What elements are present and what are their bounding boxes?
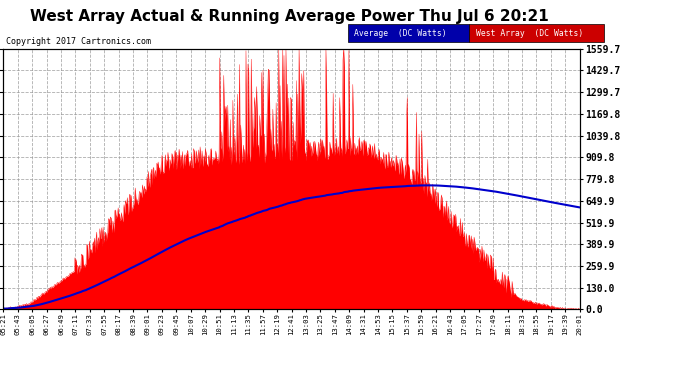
Text: West Array  (DC Watts): West Array (DC Watts)	[476, 29, 583, 38]
Text: Average  (DC Watts): Average (DC Watts)	[355, 29, 447, 38]
Text: West Array Actual & Running Average Power Thu Jul 6 20:21: West Array Actual & Running Average Powe…	[30, 9, 549, 24]
Text: Copyright 2017 Cartronics.com: Copyright 2017 Cartronics.com	[6, 38, 150, 46]
